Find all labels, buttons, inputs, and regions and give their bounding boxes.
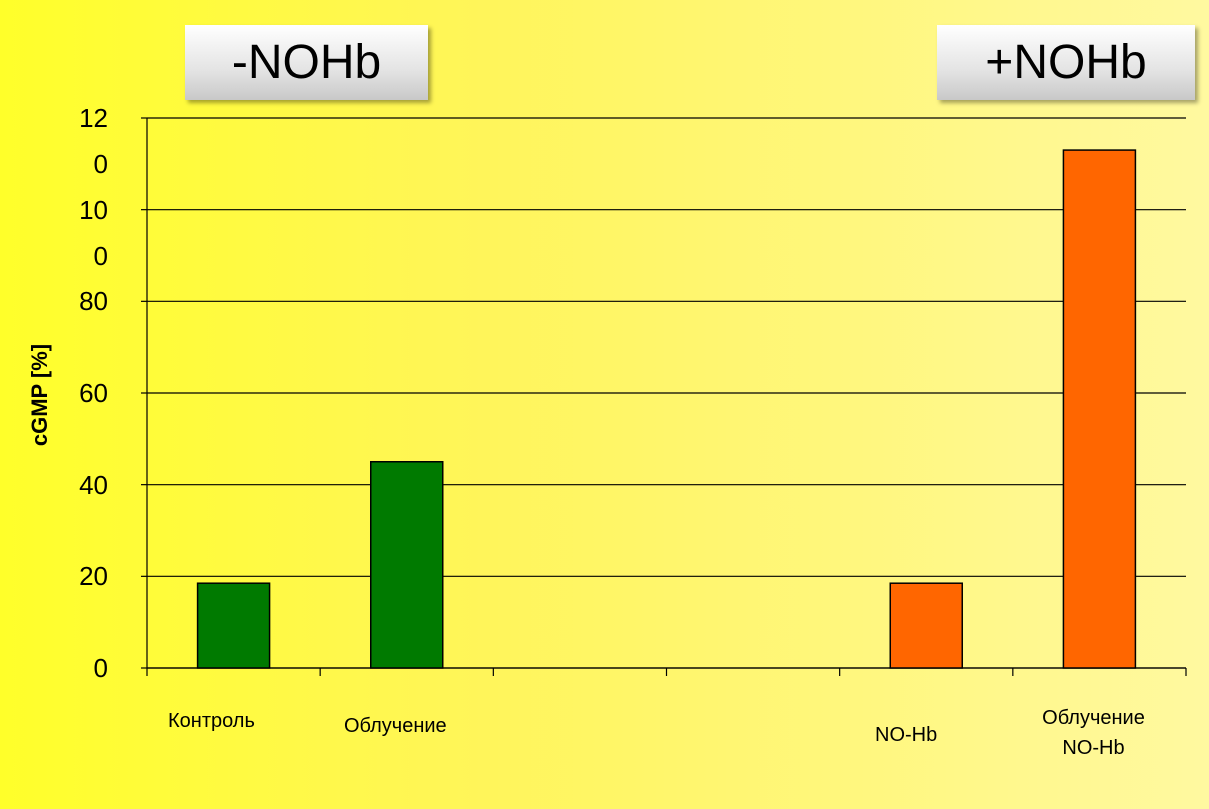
annotation: -NOHb bbox=[185, 25, 428, 100]
x-tick-label: Облучение bbox=[344, 715, 447, 737]
x-tick-label: Контроль bbox=[168, 710, 255, 732]
annotation: +NOHb bbox=[937, 25, 1195, 100]
bar bbox=[1062, 149, 1137, 669]
y-tick-label: 60 bbox=[79, 378, 108, 408]
y-axis-label: cGMP [%] bbox=[27, 343, 52, 447]
bar bbox=[196, 582, 271, 669]
y-tick-label: 80 bbox=[79, 286, 108, 317]
bar bbox=[370, 461, 444, 669]
y-tick-label: 0 bbox=[93, 653, 108, 683]
y-tick-label: 40 bbox=[79, 469, 108, 500]
y-tick-label: 20 bbox=[79, 561, 108, 592]
x-tick-label: NO-Hb bbox=[875, 724, 938, 746]
y-tick-label: 100 bbox=[79, 194, 108, 271]
bar bbox=[889, 582, 963, 669]
y-tick-label: 120 bbox=[79, 103, 108, 179]
x-tick-label: Облучение NO-Hb bbox=[1042, 707, 1145, 759]
